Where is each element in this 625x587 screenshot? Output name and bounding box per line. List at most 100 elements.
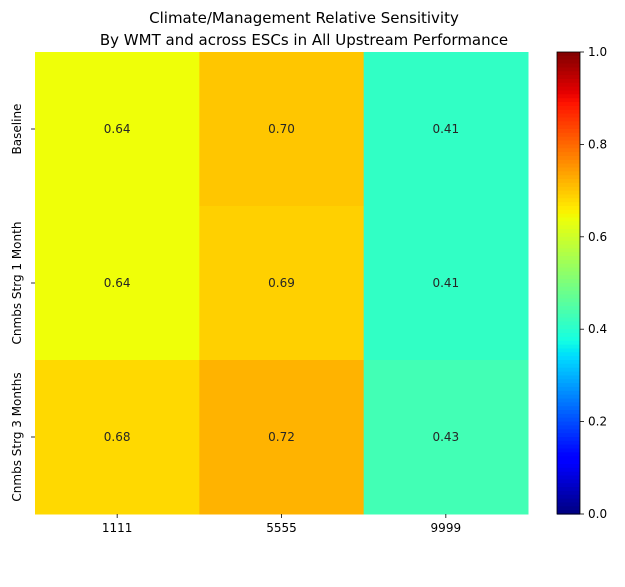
colorbar-tick-label: 0.2 [588,415,607,429]
colorbar-tick-label: 0.0 [588,507,607,521]
x-axis: 1111 5555 9999 [102,514,461,535]
colorbar-segment [557,390,580,396]
colorbar-tick-label: 0.6 [588,230,607,244]
colorbar: 0.0 0.2 0.4 0.6 0.8 1.0 [556,45,607,521]
colorbar-segment [557,286,580,292]
colorbar-segment [557,452,580,457]
colorbar-segment [557,333,580,338]
cell-value-label: 0.64 [104,276,131,290]
colorbar-segment [557,259,580,265]
colorbar-segment [557,117,580,122]
heatmap-cell-labels: 0.64 0.70 0.41 0.64 0.69 0.41 0.68 0.72 0.43 [104,122,459,444]
colorbar-segment [557,55,580,61]
heatmap-cell [199,52,365,207]
colorbar-segment [557,313,580,319]
colorbar-segment [557,460,580,465]
colorbar-segment [557,171,580,176]
colorbar-segment [557,232,580,238]
colorbar-segment [557,283,580,288]
colorbar-segment [557,90,580,95]
colorbar-segment [557,383,580,388]
colorbar-segment [557,325,580,330]
heatmap-cell [35,360,200,515]
colorbar-segment [557,59,580,65]
colorbar-segment [557,510,580,515]
colorbar-tick-label: 0.4 [588,322,607,336]
colorbar-segment [557,483,580,488]
colorbar-segment [557,429,580,434]
colorbar-segment [557,206,580,211]
colorbar-segment [557,279,580,284]
colorbar-segment [557,363,580,369]
colorbar-segment [557,329,580,334]
colorbar-segment [557,163,580,169]
colorbar-segment [557,252,580,257]
cell-value-label: 0.43 [432,430,459,444]
colorbar-segment [557,105,580,111]
colorbar-segment [557,398,580,403]
cell-value-label: 0.41 [432,122,459,136]
colorbar-segment [557,356,580,361]
colorbar-segment [557,406,580,411]
y-tick-label: Cnmbs Strg 3 Months [10,372,24,501]
colorbar-segment [557,394,580,400]
colorbar-segment [557,421,580,427]
colorbar-segment [557,348,580,353]
cell-value-label: 0.68 [104,430,131,444]
colorbar-segment [557,498,580,504]
cell-value-label: 0.69 [268,276,295,290]
colorbar-segment [557,136,580,142]
colorbar-segment [557,190,580,196]
colorbar-segment [557,248,580,253]
colorbar-segment [557,152,580,157]
heatmap-cell [199,206,365,361]
colorbar-segment [557,71,580,76]
colorbar-segment [557,352,580,357]
colorbar-segment [557,344,580,350]
colorbar-segment [557,140,580,145]
colorbar-segment [557,113,580,119]
colorbar-segment [557,456,580,461]
colorbar-segment [557,386,580,392]
colorbar-segment [557,121,580,126]
colorbar-segment [557,448,580,453]
heatmap-cell [363,206,529,361]
chart-title-line-2: By WMT and across ESCs in All Upstream P… [100,31,508,49]
colorbar-segment [557,302,580,307]
colorbar-segment [557,263,580,269]
colorbar-segment [557,202,580,207]
chart-title-line-1: Climate/Management Relative Sensitivity [149,9,459,27]
heatmap-cells [35,52,529,515]
colorbar-tick-label: 1.0 [588,45,607,59]
colorbar-segment [557,494,580,500]
colorbar-segment [557,240,580,246]
x-tick-label: 9999 [431,521,462,535]
colorbar-segment [557,437,580,442]
colorbar-segment [557,463,580,469]
colorbar-segment [557,479,580,484]
colorbar-segment [557,410,580,415]
colorbar-segment [557,52,580,57]
colorbar-segment [557,194,580,199]
colorbar-segment [557,186,580,192]
colorbar-segment [557,129,580,134]
colorbar-segment [557,290,580,296]
colorbar-segment [557,225,580,230]
colorbar-segment [557,159,580,165]
y-tick-label: Baseline [10,104,24,155]
x-tick-label: 5555 [266,521,297,535]
colorbar-segment [557,417,580,423]
colorbar-segment [557,94,580,99]
colorbar-segment [557,375,580,380]
colorbar-segment [557,75,580,80]
colorbar-segment [557,98,580,103]
colorbar-segment [557,236,580,242]
colorbar-segment [557,425,580,430]
colorbar-segment [557,209,580,215]
colorbar-tick-label: 0.8 [588,137,607,151]
colorbar-segment [557,433,580,438]
colorbar-segment [557,148,580,153]
colorbar-segment [557,256,580,261]
colorbar-segment [557,217,580,222]
colorbar-segment [557,86,580,92]
